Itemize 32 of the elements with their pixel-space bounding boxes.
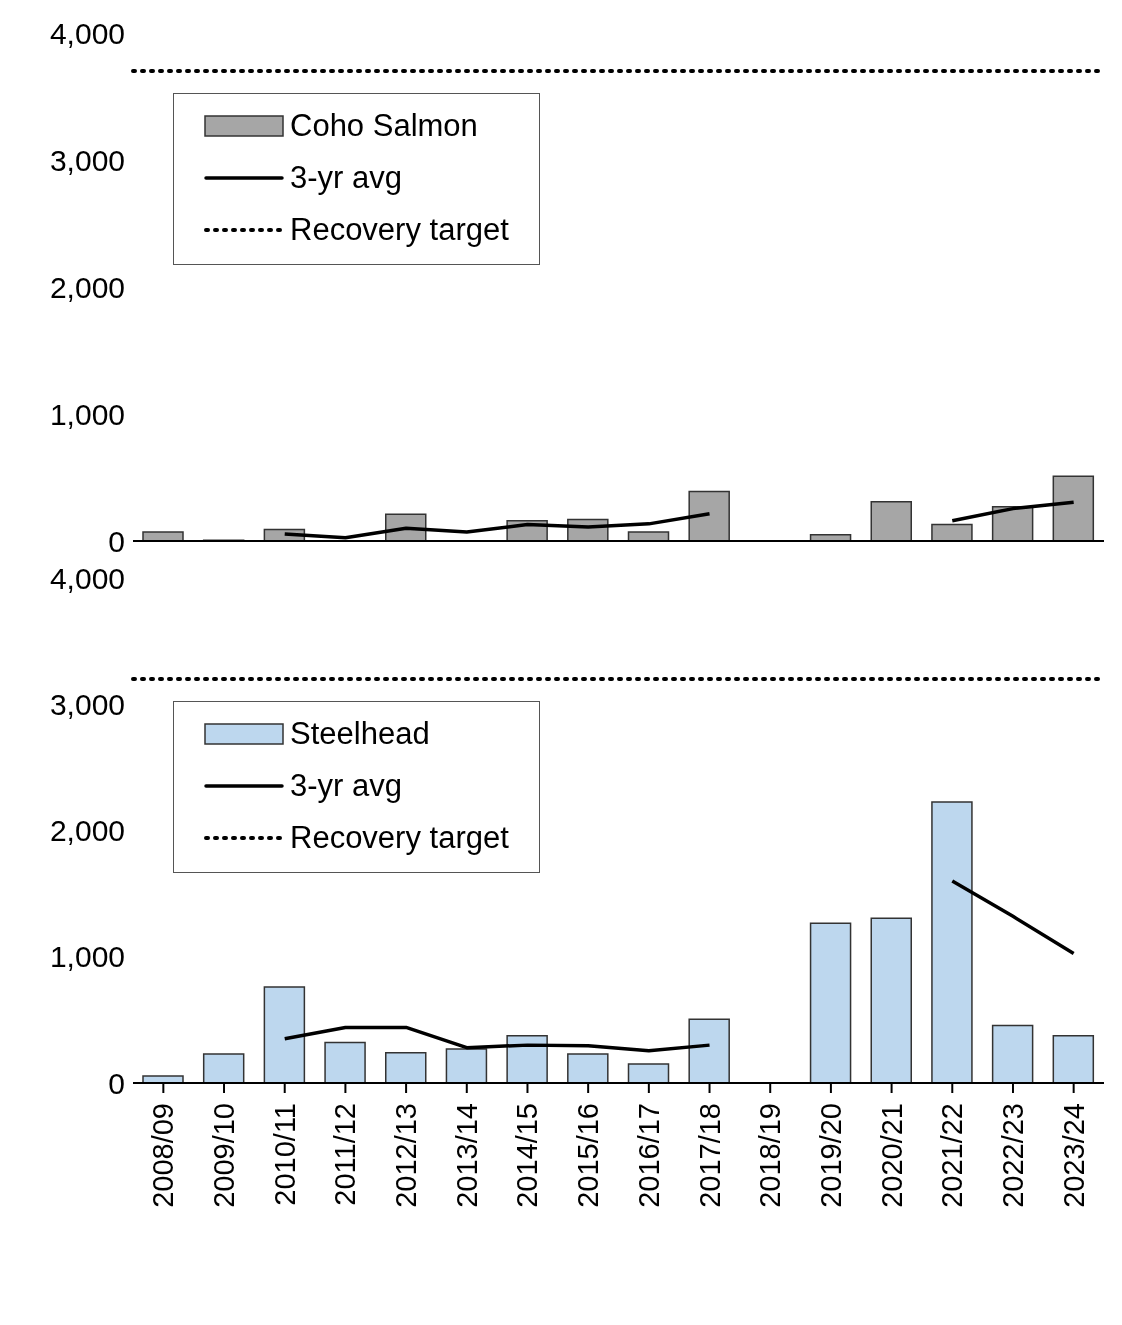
- x-tick-label: 2014/15: [511, 1103, 544, 1208]
- x-tick-label: 2022/23: [996, 1103, 1029, 1208]
- x-tick-label: 2010/11: [268, 1103, 301, 1206]
- y-tick-label: 4,000: [49, 16, 125, 50]
- y-tick-label: 4,000: [49, 561, 125, 595]
- y-tick-label: 1,000: [49, 397, 125, 431]
- y-tick-label: 2,000: [49, 814, 125, 848]
- x-tick-label: 2019/20: [814, 1103, 847, 1208]
- x-tick-label: 2021/22: [936, 1103, 969, 1208]
- y-tick-label: 3,000: [49, 143, 125, 177]
- x-tick-label: 2008/09: [147, 1103, 180, 1208]
- legend-label: Steelhead: [290, 716, 430, 752]
- x-tick-label: 2011/12: [329, 1103, 362, 1206]
- y-tick-label: 2,000: [49, 270, 125, 304]
- legend-label: Coho Salmon: [290, 108, 478, 145]
- y-tick-label: 0: [108, 524, 125, 558]
- legend-label: Recovery target: [290, 212, 509, 249]
- x-tick-label: 2023/24: [1057, 1103, 1090, 1208]
- legend-label: Recovery target: [290, 820, 509, 856]
- y-tick-label: 0: [108, 1066, 125, 1100]
- y-tick-label: 1,000: [49, 940, 125, 974]
- x-tick-label: 2016/17: [632, 1103, 665, 1208]
- x-tick-label: 2020/21: [875, 1103, 908, 1208]
- x-tick-label: 2015/16: [572, 1103, 605, 1208]
- legend-label: 3-yr avg: [290, 160, 402, 197]
- x-tick-label: 2018/19: [754, 1103, 787, 1208]
- x-tick-label: 2017/18: [693, 1103, 726, 1208]
- legend-label: 3-yr avg: [290, 768, 402, 804]
- x-tick-label: 2009/10: [208, 1103, 241, 1208]
- x-tick-label: 2013/14: [450, 1103, 483, 1208]
- y-tick-label: 3,000: [49, 687, 125, 721]
- x-tick-label: 2012/13: [390, 1103, 423, 1208]
